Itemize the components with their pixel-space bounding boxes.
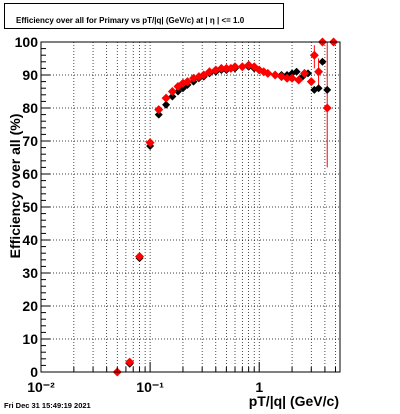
y-tick-label: 60 — [22, 166, 38, 182]
data-point-red — [216, 63, 226, 73]
data-point-red — [221, 63, 231, 73]
data-point-red — [230, 62, 240, 72]
data-point-red — [204, 67, 214, 77]
data-point-red — [145, 138, 155, 148]
data-point-black — [168, 92, 177, 101]
y-axis-label: Efficiency over all (%) — [7, 114, 23, 259]
data-point-red — [154, 105, 164, 115]
title-box: Efficiency over all for Primary vs pT/|q… — [4, 3, 284, 29]
data-point-red — [299, 68, 309, 78]
data-point-red — [282, 73, 292, 83]
data-point-red — [270, 70, 280, 80]
y-tick-label: 80 — [22, 100, 38, 116]
data-point-red — [161, 93, 171, 103]
data-point-red — [314, 67, 324, 77]
y-tick-label: 50 — [22, 199, 38, 215]
x-axis-label: pT/|q| (GeV/c) — [249, 393, 339, 409]
data-point-red — [125, 357, 135, 367]
data-point-black — [173, 87, 182, 96]
data-point-black — [292, 67, 301, 76]
data-point-red — [199, 70, 209, 80]
y-tick-label: 0 — [30, 364, 38, 380]
y-tick-label: 70 — [22, 133, 38, 149]
x-tick-labels: 10⁻² 10⁻¹ 1 — [27, 379, 263, 395]
data-point-black — [162, 100, 171, 109]
timestamp: Fri Dec 31 15:49:19 2021 — [4, 401, 91, 410]
data-point-black — [318, 57, 327, 66]
data-point-red — [167, 87, 177, 96]
data-point-black — [314, 84, 323, 93]
axis-ticks — [40, 41, 336, 373]
data-point-red — [182, 77, 192, 87]
y-tick-label: 100 — [15, 34, 39, 50]
x-tick-label: 10⁻¹ — [136, 379, 164, 395]
data-point-red — [135, 252, 145, 261]
data-point-red — [294, 75, 304, 85]
x-tick-label: 1 — [255, 379, 263, 395]
chart-title: Efficiency over all for Primary vs pT/|q… — [16, 16, 245, 25]
data-point-red — [309, 50, 319, 60]
data-point-red — [237, 62, 247, 72]
y-tick-label: 90 — [22, 67, 38, 83]
data-point-red — [249, 62, 259, 72]
grid-lines — [41, 42, 340, 372]
x-tick-label: 10⁻² — [27, 379, 55, 395]
data-point-red — [287, 73, 297, 83]
data-point-black — [323, 85, 332, 94]
y-tick-label: 30 — [22, 265, 38, 281]
y-tick-labels: 0 10 20 30 40 50 60 70 80 90 100 — [15, 34, 39, 380]
y-tick-label: 10 — [22, 331, 38, 347]
data-point-red — [322, 103, 332, 113]
y-tick-label: 20 — [22, 298, 38, 314]
data-point-red — [306, 77, 316, 87]
y-tick-label: 40 — [22, 232, 38, 248]
data-points — [112, 37, 339, 377]
data-point-black — [154, 110, 163, 119]
data-point-red — [263, 68, 273, 78]
